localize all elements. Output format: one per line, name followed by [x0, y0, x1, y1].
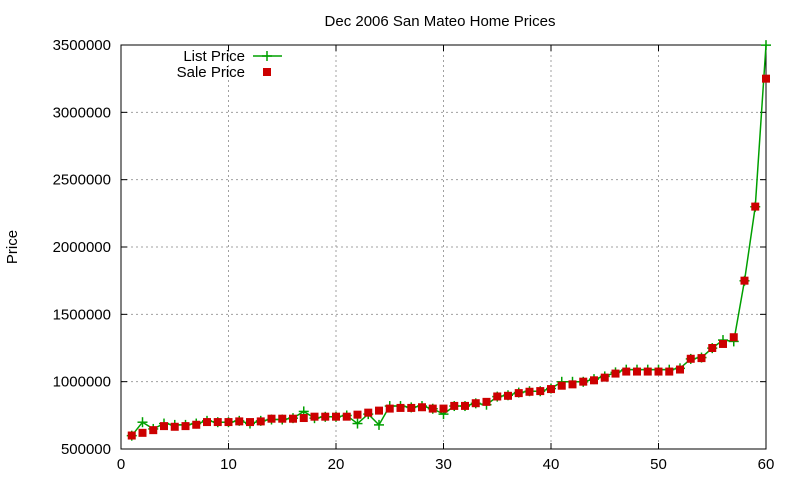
grid [121, 45, 766, 449]
x-tick-label: 60 [758, 456, 775, 473]
sale-price-point [170, 422, 179, 431]
series [126, 40, 771, 441]
sale-price-point [504, 391, 512, 400]
sale-price-point [633, 367, 641, 376]
sale-price-point [740, 276, 749, 285]
sale-price-point [160, 422, 168, 431]
sale-price-point [385, 404, 394, 413]
x-tick-label: 30 [435, 456, 452, 473]
sale-price-point [719, 339, 727, 348]
sale-price-point [149, 426, 158, 435]
sale-price-point [278, 414, 287, 423]
sale-price-point [622, 367, 631, 376]
y-tick-label: 1500000 [53, 306, 111, 323]
sale-price-point [299, 414, 308, 423]
sale-price-point [407, 403, 416, 412]
sale-price-point [547, 385, 555, 394]
sale-price-point [708, 344, 717, 352]
sale-price-point [310, 412, 319, 421]
y-tick-label: 2500000 [53, 172, 111, 189]
x-tick-label: 10 [220, 456, 237, 473]
sale-price-point [568, 380, 577, 389]
sale-price-point [203, 418, 211, 427]
plot-frame [120, 44, 767, 450]
legend-label-sale-price: Sale Price [177, 64, 245, 81]
sale-price-point [686, 354, 695, 363]
sale-price-point [611, 369, 620, 378]
sale-price-point [321, 412, 330, 421]
sale-price-point [375, 406, 383, 415]
sale-price-point [579, 377, 588, 386]
sale-price-point [342, 412, 351, 421]
sale-price-point [332, 412, 340, 421]
y-tick-label: 2000000 [53, 239, 111, 256]
list-price-point [374, 419, 384, 430]
sale-price-point [643, 367, 652, 376]
sale-price-point [514, 389, 523, 398]
x-tick-label: 20 [328, 456, 345, 473]
sale-price-point [138, 428, 147, 437]
y-tick-label: 3500000 [53, 37, 111, 54]
sale-price-point [471, 399, 480, 408]
sale-price-point [461, 401, 469, 410]
sale-price-point [213, 418, 222, 427]
sale-price-point [235, 417, 244, 426]
sale-price-point [439, 404, 448, 413]
sale-price-point [364, 408, 373, 417]
sale-price-point [676, 365, 684, 374]
legend-sale-price-marker [263, 68, 271, 76]
sale-price-point [256, 417, 265, 426]
sale-price-point [525, 387, 534, 396]
x-tick-label: 0 [117, 456, 125, 473]
sale-price-point [536, 387, 545, 396]
legend-label-list-price: List Price [183, 48, 245, 65]
sale-price-point [729, 333, 738, 342]
sale-price-point [428, 404, 437, 413]
sale-price-point [590, 376, 598, 385]
x-tick-label: 40 [543, 456, 560, 473]
sale-price-point [482, 397, 491, 406]
sale-price-point [396, 403, 405, 412]
sale-price-point [289, 414, 297, 423]
sale-price-point [267, 414, 276, 423]
sale-price-point [665, 367, 674, 376]
y-tick-label: 1000000 [53, 374, 111, 391]
sale-price-point [493, 392, 502, 401]
sale-price-point [600, 373, 609, 382]
sale-price-point [751, 202, 760, 211]
y-tick-label: 3000000 [53, 104, 111, 121]
y-axis-label: Price [4, 230, 21, 264]
list-price-point [137, 417, 148, 428]
sale-price-point [450, 401, 459, 410]
sale-price-point [192, 420, 201, 429]
chart-title: Dec 2006 San Mateo Home Prices [325, 13, 556, 30]
sale-price-point [654, 367, 663, 376]
list-price-point [352, 418, 363, 429]
sale-price-point [224, 418, 233, 427]
list-price-point [761, 40, 771, 51]
sale-price-point [418, 403, 426, 412]
sale-price-point [762, 74, 770, 83]
sale-price-point [353, 410, 362, 419]
sale-price-point [127, 431, 136, 440]
sale-price-point [697, 354, 706, 363]
list-price-line [131, 45, 767, 437]
y-tick-label: 500000 [61, 441, 111, 458]
x-tick-label: 50 [650, 456, 667, 473]
sale-price-point [557, 381, 566, 390]
sale-price-point [181, 422, 190, 431]
axes: 0 10 20 30 40 50 60 500000 1000000 1500000 2000000… [53, 37, 775, 473]
sale-price-point [246, 418, 254, 427]
